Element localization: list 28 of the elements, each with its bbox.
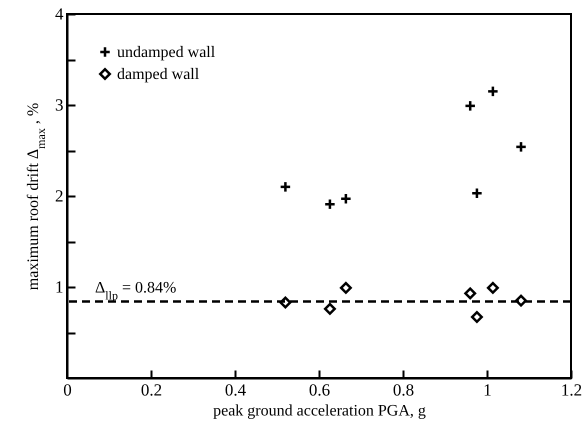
y-tick-label: 1: [55, 278, 64, 296]
y-tick-label: 3: [55, 96, 64, 114]
x-axis-title: peak ground acceleration PGA, g: [213, 402, 426, 420]
point: [470, 187, 483, 200]
x-tick-label: 1: [483, 380, 492, 400]
point: [470, 311, 483, 324]
point: [464, 100, 476, 112]
point: [340, 192, 352, 205]
point: [324, 302, 336, 315]
y-tick-label: 4: [55, 4, 64, 24]
point: [279, 180, 292, 193]
x-tick-label: 0.2: [140, 380, 162, 400]
point: [486, 282, 499, 294]
x-tick-label: 0.4: [224, 380, 247, 400]
x-tick-label: 0.6: [308, 380, 330, 400]
point: [464, 287, 476, 300]
point: [340, 282, 352, 294]
x-tick-label: 1.2: [560, 380, 582, 400]
y-tick-label: 2: [55, 186, 64, 206]
x-tick-label: 0.8: [392, 380, 414, 400]
point: [515, 140, 528, 153]
legend-label: undamped wall: [117, 44, 216, 61]
point: [324, 198, 336, 210]
x-tick-label: 0: [63, 380, 72, 400]
point: [279, 296, 292, 308]
point: [515, 294, 528, 307]
legend-label: damped wall: [117, 66, 200, 83]
point: [486, 85, 499, 98]
